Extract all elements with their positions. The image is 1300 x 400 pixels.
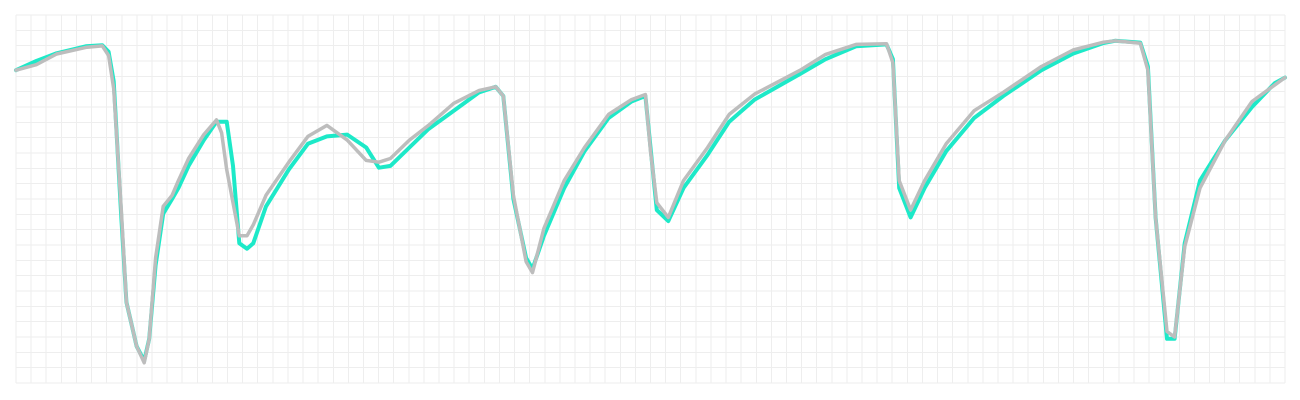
series-line-2: [14, 39, 1287, 365]
chart-grid: [15, 14, 1286, 384]
chart-series-group: [14, 38, 1287, 365]
series-line-1: [14, 38, 1287, 363]
